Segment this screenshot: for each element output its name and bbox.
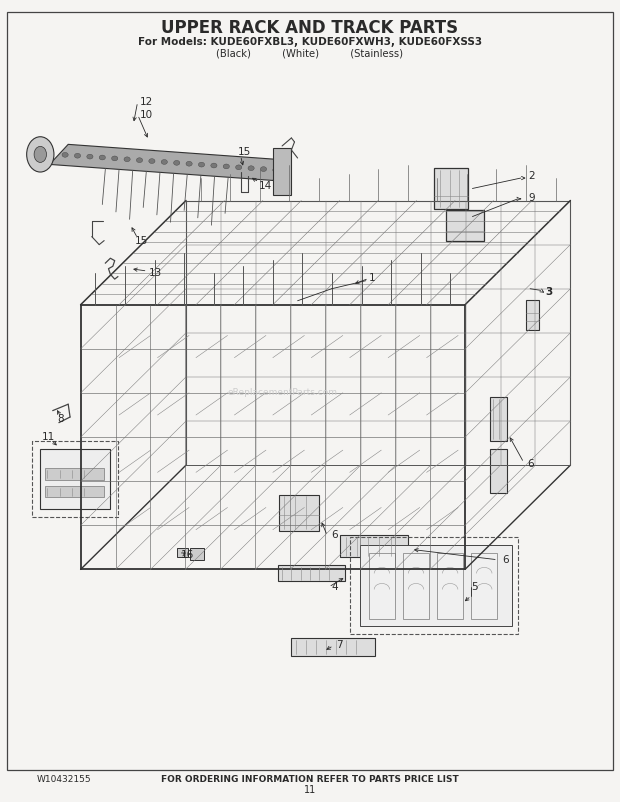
Polygon shape bbox=[50, 144, 291, 180]
Text: FOR ORDERING INFORMATION REFER TO PARTS PRICE LIST: FOR ORDERING INFORMATION REFER TO PARTS … bbox=[161, 775, 459, 784]
Text: UPPER RACK AND TRACK PARTS: UPPER RACK AND TRACK PARTS bbox=[161, 19, 459, 37]
Text: 1: 1 bbox=[369, 273, 375, 283]
Bar bbox=[369, 553, 395, 619]
Bar bbox=[360, 545, 512, 626]
Bar bbox=[471, 553, 497, 619]
Ellipse shape bbox=[112, 156, 118, 160]
Ellipse shape bbox=[124, 157, 130, 162]
Bar bbox=[190, 548, 204, 560]
Ellipse shape bbox=[211, 163, 217, 168]
Text: 12: 12 bbox=[140, 97, 153, 107]
Bar bbox=[490, 449, 507, 493]
Ellipse shape bbox=[223, 164, 229, 168]
Ellipse shape bbox=[174, 160, 180, 165]
Ellipse shape bbox=[248, 166, 254, 171]
Text: W10432155: W10432155 bbox=[37, 775, 92, 784]
Text: 6: 6 bbox=[332, 530, 338, 540]
Text: 16: 16 bbox=[181, 550, 195, 560]
Text: 5: 5 bbox=[471, 582, 477, 592]
Bar bbox=[291, 638, 375, 656]
Bar bbox=[403, 553, 429, 619]
Ellipse shape bbox=[74, 153, 81, 158]
Bar bbox=[45, 468, 104, 480]
Ellipse shape bbox=[161, 160, 167, 164]
Bar bbox=[279, 495, 319, 531]
Ellipse shape bbox=[62, 152, 68, 157]
Text: 3: 3 bbox=[545, 287, 552, 297]
Text: For Models: KUDE60FXBL3, KUDE60FXWH3, KUDE60FXSS3: For Models: KUDE60FXBL3, KUDE60FXWH3, KU… bbox=[138, 37, 482, 47]
Ellipse shape bbox=[198, 162, 205, 167]
Circle shape bbox=[34, 146, 46, 162]
Text: 14: 14 bbox=[259, 181, 272, 191]
Bar bbox=[177, 548, 188, 557]
Text: 9: 9 bbox=[529, 193, 535, 203]
Bar bbox=[437, 553, 463, 619]
Bar bbox=[446, 210, 484, 241]
Text: 10: 10 bbox=[140, 110, 153, 119]
Bar bbox=[526, 300, 539, 330]
Text: 15: 15 bbox=[238, 148, 252, 157]
Ellipse shape bbox=[149, 159, 155, 164]
Bar bbox=[45, 486, 104, 497]
Bar bbox=[434, 168, 468, 209]
Ellipse shape bbox=[186, 161, 192, 166]
Circle shape bbox=[27, 136, 54, 172]
Bar bbox=[490, 397, 507, 441]
Text: 13: 13 bbox=[148, 268, 162, 277]
Ellipse shape bbox=[87, 154, 93, 159]
Ellipse shape bbox=[273, 168, 279, 172]
Ellipse shape bbox=[236, 165, 242, 170]
Bar bbox=[278, 565, 345, 581]
Text: 11: 11 bbox=[42, 432, 55, 442]
Bar bbox=[273, 148, 291, 195]
Text: 7: 7 bbox=[337, 640, 343, 650]
Text: 11: 11 bbox=[304, 785, 316, 795]
Text: 6: 6 bbox=[527, 459, 533, 468]
Bar bbox=[350, 537, 518, 634]
Text: 15: 15 bbox=[135, 236, 148, 245]
Ellipse shape bbox=[99, 155, 105, 160]
Text: 8: 8 bbox=[58, 414, 64, 423]
Text: 6: 6 bbox=[502, 555, 508, 565]
Ellipse shape bbox=[260, 167, 267, 172]
Bar bbox=[340, 535, 408, 557]
Text: 2: 2 bbox=[529, 172, 535, 181]
Text: (Black)          (White)          (Stainless): (Black) (White) (Stainless) bbox=[216, 49, 404, 59]
Bar bbox=[40, 449, 110, 509]
Text: eReplacementParts.com: eReplacementParts.com bbox=[227, 388, 337, 398]
Ellipse shape bbox=[136, 158, 143, 163]
Text: 4: 4 bbox=[332, 582, 338, 592]
Bar bbox=[32, 441, 118, 517]
